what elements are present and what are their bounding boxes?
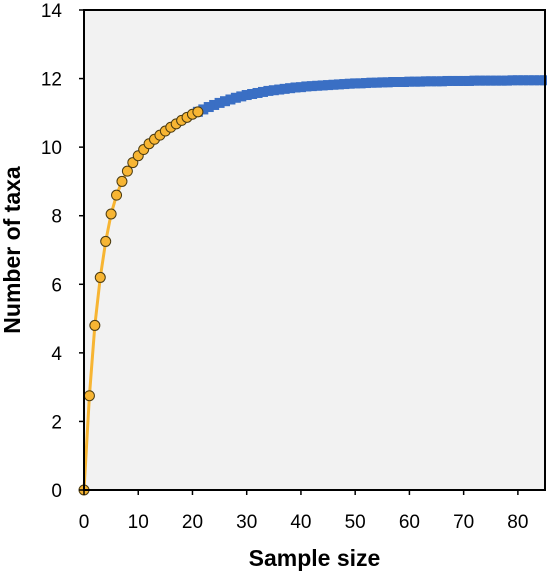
extrapolated-point xyxy=(285,83,296,94)
extrapolated-point xyxy=(415,76,426,87)
extrapolated-point xyxy=(317,80,328,91)
extrapolated-point xyxy=(382,77,393,88)
extrapolated-point xyxy=(431,76,442,87)
extrapolated-point xyxy=(344,78,355,89)
extrapolated-point xyxy=(485,75,496,86)
y-tick-label: 2 xyxy=(51,412,62,433)
y-tick-label: 12 xyxy=(41,70,62,91)
observed-point xyxy=(89,319,101,331)
extrapolated-point xyxy=(404,76,415,87)
extrapolated-point xyxy=(252,87,263,98)
extrapolated-point xyxy=(230,92,241,103)
observed-series xyxy=(78,106,204,496)
extrapolated-point xyxy=(398,77,409,87)
x-tick-label: 60 xyxy=(399,512,420,533)
extrapolated-point xyxy=(518,75,529,86)
plot-frame xyxy=(83,9,546,491)
extrapolated-point xyxy=(442,75,453,86)
extrapolated-point xyxy=(214,97,225,108)
extrapolated-point xyxy=(328,79,339,90)
y-axis-title: Number of taxa xyxy=(0,166,25,334)
x-tick-label: 0 xyxy=(79,512,90,533)
extrapolated-point xyxy=(409,76,420,87)
extrapolated-point xyxy=(295,82,306,93)
observed-point xyxy=(121,165,133,177)
extrapolated-point xyxy=(225,94,236,105)
extrapolated-series xyxy=(192,75,547,117)
y-tick-label: 8 xyxy=(51,207,62,228)
extrapolated-point xyxy=(393,77,404,87)
extrapolated-point xyxy=(436,76,447,87)
extrapolated-point xyxy=(469,75,480,86)
observed-point xyxy=(192,106,204,118)
extrapolated-point xyxy=(388,77,399,87)
extrapolated-point xyxy=(540,75,547,86)
extrapolated-point xyxy=(512,75,523,86)
extrapolated-point xyxy=(355,78,366,89)
observed-point xyxy=(105,208,117,220)
extrapolated-point xyxy=(507,75,518,86)
extrapolated-point xyxy=(491,75,502,86)
extrapolated-point xyxy=(274,84,285,95)
extrapolated-point xyxy=(453,75,464,86)
extrapolated-point xyxy=(306,81,317,92)
extrapolated-point xyxy=(350,78,361,89)
extrapolated-point xyxy=(426,76,437,87)
extrapolated-point xyxy=(464,75,475,86)
extrapolated-point xyxy=(198,104,209,115)
extrapolated-point xyxy=(301,81,312,92)
x-tick-label: 80 xyxy=(507,512,528,533)
y-tick-label: 10 xyxy=(41,138,62,159)
extrapolated-point xyxy=(371,77,382,88)
extrapolated-point xyxy=(333,79,344,90)
extrapolated-point xyxy=(312,80,323,91)
extrapolated-point xyxy=(339,79,350,90)
observed-point xyxy=(94,271,106,283)
y-tick-label: 6 xyxy=(51,275,62,296)
x-axis-ticks: 0 10 20 30 40 50 60 70 80 xyxy=(79,490,528,533)
extrapolated-point xyxy=(523,75,534,86)
extrapolated-point xyxy=(529,75,540,86)
extrapolated-point xyxy=(366,77,377,88)
extrapolated-point xyxy=(209,99,220,110)
extrapolated-point xyxy=(480,75,491,86)
extrapolated-point xyxy=(241,90,252,101)
x-tick-label: 30 xyxy=(236,512,257,533)
extrapolated-point xyxy=(377,77,388,88)
observed-point xyxy=(83,390,95,402)
y-tick-label: 4 xyxy=(51,344,62,365)
extrapolated-point xyxy=(474,75,485,86)
observed-point xyxy=(100,235,112,247)
extrapolated-point xyxy=(290,82,301,93)
extrapolated-point xyxy=(247,89,258,99)
x-tick-label: 70 xyxy=(453,512,474,533)
x-tick-label: 50 xyxy=(345,512,366,533)
extrapolated-point xyxy=(279,83,290,94)
extrapolated-point xyxy=(263,85,274,96)
extrapolated-point xyxy=(447,75,458,86)
extrapolated-point xyxy=(361,78,372,89)
extrapolated-point xyxy=(236,91,247,102)
extrapolated-point xyxy=(203,102,214,113)
x-tick-label: 10 xyxy=(128,512,149,533)
extrapolated-point xyxy=(420,76,431,87)
extrapolated-point xyxy=(496,75,507,86)
observed-point xyxy=(111,189,123,201)
extrapolated-point xyxy=(458,75,469,86)
extrapolated-point xyxy=(502,75,513,86)
observed-point xyxy=(116,175,128,187)
extrapolated-point xyxy=(534,75,545,86)
extrapolated-point xyxy=(268,85,279,96)
y-axis-ticks: 0 2 4 6 8 10 12 14 xyxy=(41,1,84,502)
extrapolated-point xyxy=(220,96,231,107)
x-tick-label: 40 xyxy=(290,512,311,533)
x-tick-label: 20 xyxy=(182,512,203,533)
extrapolated-point xyxy=(257,86,268,97)
extrapolated-point xyxy=(323,80,334,91)
x-axis-title: Sample size xyxy=(249,545,381,571)
y-tick-label: 14 xyxy=(41,1,63,22)
y-tick-label: 0 xyxy=(51,481,62,502)
